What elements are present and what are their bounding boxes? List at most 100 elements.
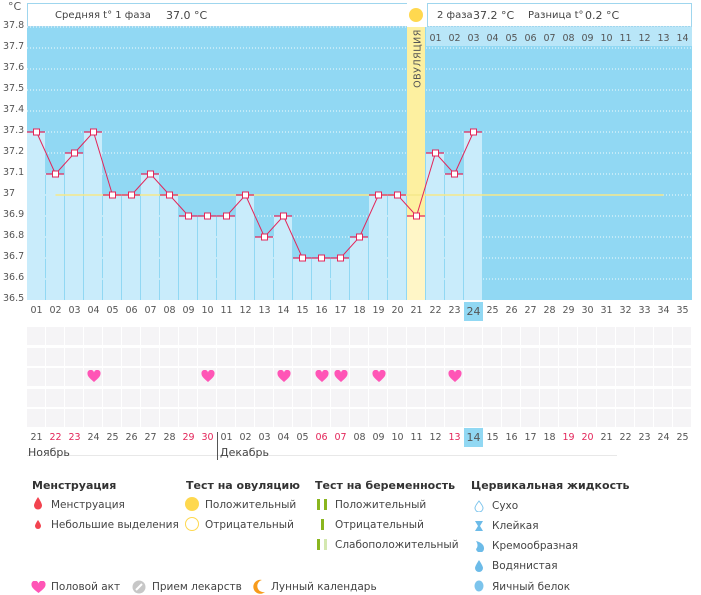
- event-cell[interactable]: [350, 368, 368, 386]
- event-cell[interactable]: [521, 327, 539, 345]
- event-cell[interactable]: [559, 347, 577, 366]
- event-cell[interactable]: [559, 368, 577, 386]
- event-cell[interactable]: [122, 368, 140, 386]
- event-cell[interactable]: [654, 368, 672, 386]
- event-cell[interactable]: [46, 368, 64, 386]
- event-cell[interactable]: [236, 409, 254, 427]
- event-cell[interactable]: [654, 409, 672, 427]
- event-cell[interactable]: [274, 388, 292, 407]
- x-tick-label[interactable]: 03: [68, 305, 81, 316]
- event-cell[interactable]: [236, 347, 254, 366]
- event-cell[interactable]: [502, 347, 520, 366]
- x-tick-label[interactable]: 06: [125, 305, 138, 316]
- event-cell[interactable]: [407, 388, 425, 407]
- event-cell[interactable]: [84, 388, 102, 407]
- event-cell[interactable]: [521, 368, 539, 386]
- x-tick-label[interactable]: 10: [201, 305, 214, 316]
- x-tick-label[interactable]: 33: [638, 305, 651, 316]
- event-cell[interactable]: [597, 368, 615, 386]
- event-cell[interactable]: [350, 388, 368, 407]
- event-cell[interactable]: [84, 327, 102, 345]
- event-cell[interactable]: [179, 409, 197, 427]
- event-cell[interactable]: [673, 347, 691, 366]
- intercourse-heart-icon[interactable]: [314, 370, 329, 383]
- event-cell[interactable]: [141, 388, 159, 407]
- x-tick-label[interactable]: 14: [277, 305, 290, 316]
- event-cell[interactable]: [46, 409, 64, 427]
- event-cell[interactable]: [331, 409, 349, 427]
- event-cell[interactable]: [635, 347, 653, 366]
- event-cell[interactable]: [483, 327, 501, 345]
- event-cell[interactable]: [635, 388, 653, 407]
- event-cell[interactable]: [388, 409, 406, 427]
- event-cell[interactable]: [331, 347, 349, 366]
- event-cell[interactable]: [179, 327, 197, 345]
- event-cell[interactable]: [27, 347, 45, 366]
- intercourse-heart-icon[interactable]: [447, 370, 462, 383]
- x-tick-label[interactable]: 35: [676, 305, 689, 316]
- event-cell[interactable]: [103, 347, 121, 366]
- event-cell[interactable]: [445, 347, 463, 366]
- event-cell[interactable]: [312, 409, 330, 427]
- event-cell[interactable]: [65, 368, 83, 386]
- event-cell[interactable]: [293, 347, 311, 366]
- x-tick-label[interactable]: 34: [657, 305, 670, 316]
- intercourse-heart-icon[interactable]: [200, 370, 215, 383]
- x-tick-label[interactable]: 28: [543, 305, 556, 316]
- event-cell[interactable]: [84, 409, 102, 427]
- x-tick-label[interactable]: 26: [505, 305, 518, 316]
- event-cell[interactable]: [27, 368, 45, 386]
- x-tick-label[interactable]: 05: [106, 305, 119, 316]
- event-cell[interactable]: [27, 388, 45, 407]
- event-cell[interactable]: [578, 368, 596, 386]
- event-cell[interactable]: [616, 388, 634, 407]
- event-cell[interactable]: [65, 388, 83, 407]
- x-tick-label[interactable]: 08: [163, 305, 176, 316]
- event-cell[interactable]: [616, 409, 634, 427]
- event-cell[interactable]: [407, 409, 425, 427]
- event-cell[interactable]: [103, 368, 121, 386]
- event-cell[interactable]: [445, 327, 463, 345]
- x-tick-label[interactable]: 15: [296, 305, 309, 316]
- event-cell[interactable]: [654, 327, 672, 345]
- x-tick-label[interactable]: 24: [464, 302, 483, 321]
- event-cell[interactable]: [369, 409, 387, 427]
- event-cell[interactable]: [160, 409, 178, 427]
- event-cell[interactable]: [27, 409, 45, 427]
- event-cell[interactable]: [236, 368, 254, 386]
- event-cell[interactable]: [597, 409, 615, 427]
- x-tick-label[interactable]: 32: [619, 305, 632, 316]
- event-cell[interactable]: [160, 368, 178, 386]
- event-cell[interactable]: [331, 388, 349, 407]
- x-tick-label[interactable]: 29: [562, 305, 575, 316]
- event-cell[interactable]: [312, 388, 330, 407]
- event-cell[interactable]: [673, 327, 691, 345]
- event-cell[interactable]: [198, 409, 216, 427]
- event-cell[interactable]: [616, 327, 634, 345]
- event-cell[interactable]: [464, 347, 482, 366]
- event-cell[interactable]: [635, 409, 653, 427]
- event-cell[interactable]: [597, 388, 615, 407]
- event-cell[interactable]: [46, 347, 64, 366]
- event-cell[interactable]: [502, 327, 520, 345]
- event-cell[interactable]: [426, 347, 444, 366]
- event-cell[interactable]: [141, 347, 159, 366]
- x-tick-label[interactable]: 30: [581, 305, 594, 316]
- event-cell[interactable]: [388, 388, 406, 407]
- event-cell[interactable]: [122, 327, 140, 345]
- event-cell[interactable]: [616, 347, 634, 366]
- event-cell[interactable]: [217, 327, 235, 345]
- event-cell[interactable]: [635, 327, 653, 345]
- x-tick-label[interactable]: 16: [315, 305, 328, 316]
- event-cell[interactable]: [198, 327, 216, 345]
- x-tick-label[interactable]: 21: [410, 305, 423, 316]
- event-cell[interactable]: [464, 409, 482, 427]
- event-cell[interactable]: [274, 327, 292, 345]
- event-cell[interactable]: [483, 388, 501, 407]
- event-cell[interactable]: [673, 388, 691, 407]
- event-cell[interactable]: [236, 388, 254, 407]
- event-cell[interactable]: [122, 388, 140, 407]
- event-cell[interactable]: [350, 409, 368, 427]
- event-cell[interactable]: [293, 388, 311, 407]
- event-cell[interactable]: [445, 409, 463, 427]
